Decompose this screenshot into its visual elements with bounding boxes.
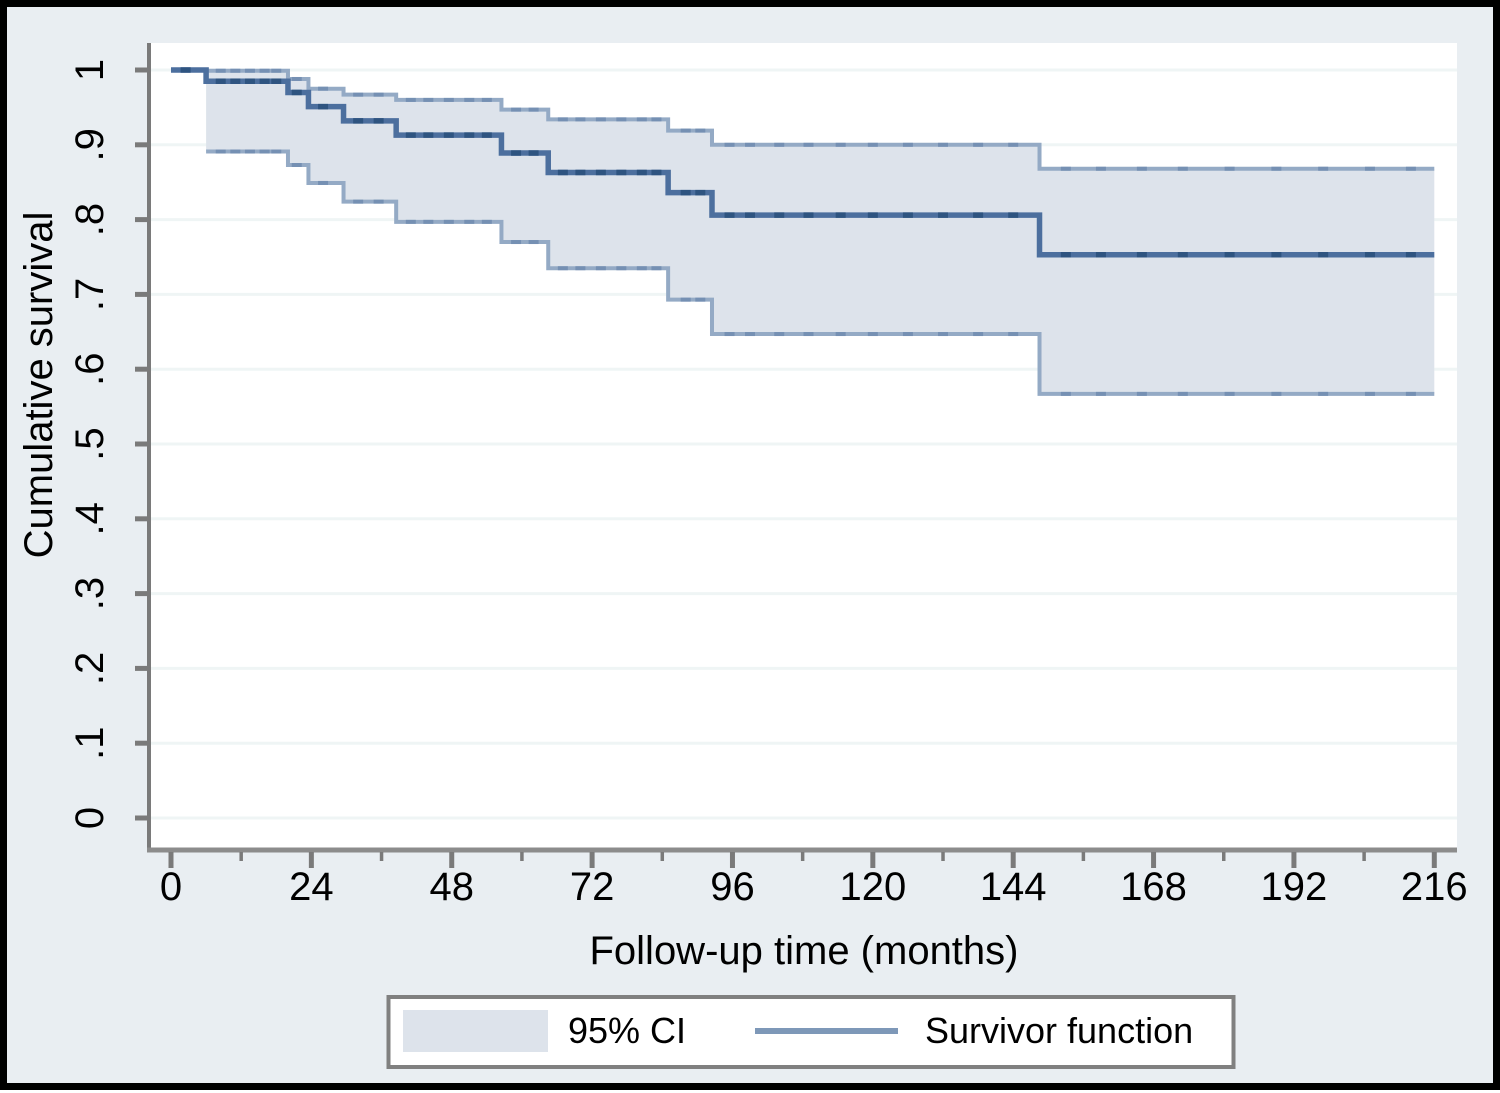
legend-ci-swatch — [403, 1010, 548, 1052]
y-tick-label: 0 — [68, 807, 112, 829]
y-tick-label: .4 — [68, 502, 112, 535]
y-tick-label: .8 — [68, 203, 112, 236]
x-tick-label: 144 — [980, 865, 1047, 909]
ci-upper-line — [206, 68, 1435, 171]
x-tick-label: 192 — [1261, 865, 1328, 909]
y-axis-title: Cumulative survival — [17, 212, 61, 559]
x-tick-label: 24 — [289, 865, 334, 909]
legend-ci-label: 95% CI — [568, 1010, 686, 1051]
x-tick-label: 216 — [1401, 865, 1468, 909]
x-tick-label: 48 — [429, 865, 474, 909]
y-tick-label: .9 — [68, 128, 112, 161]
x-axis-ticks: 0 24 48 72 96 120 144 168 192 216 — [160, 852, 1468, 909]
y-tick-label: .7 — [68, 278, 112, 311]
x-tick-label: 120 — [839, 865, 906, 909]
y-tick-label: .2 — [68, 652, 112, 685]
x-tick-label: 72 — [570, 865, 615, 909]
censor-marks — [180, 67, 1416, 396]
y-tick-label: .3 — [68, 577, 112, 610]
legend: 95% CI Survivor function — [386, 995, 1236, 1069]
x-tick-label: 96 — [710, 865, 755, 909]
y-tick-label: .6 — [68, 353, 112, 386]
y-tick-label: 1 — [68, 59, 112, 81]
y-axis-ticks: 0 .1 .2 .3 .4 .5 .6 .7 .8 .9 1 — [68, 59, 149, 829]
y-tick-label: .1 — [68, 727, 112, 760]
x-tick-label: 168 — [1120, 865, 1187, 909]
ci-lower-line — [206, 149, 1435, 396]
y-tick-label: .5 — [68, 427, 112, 460]
x-tick-label: 0 — [160, 865, 182, 909]
legend-survivor-label: Survivor function — [925, 1010, 1193, 1051]
x-axis-title: Follow-up time (months) — [589, 929, 1018, 973]
